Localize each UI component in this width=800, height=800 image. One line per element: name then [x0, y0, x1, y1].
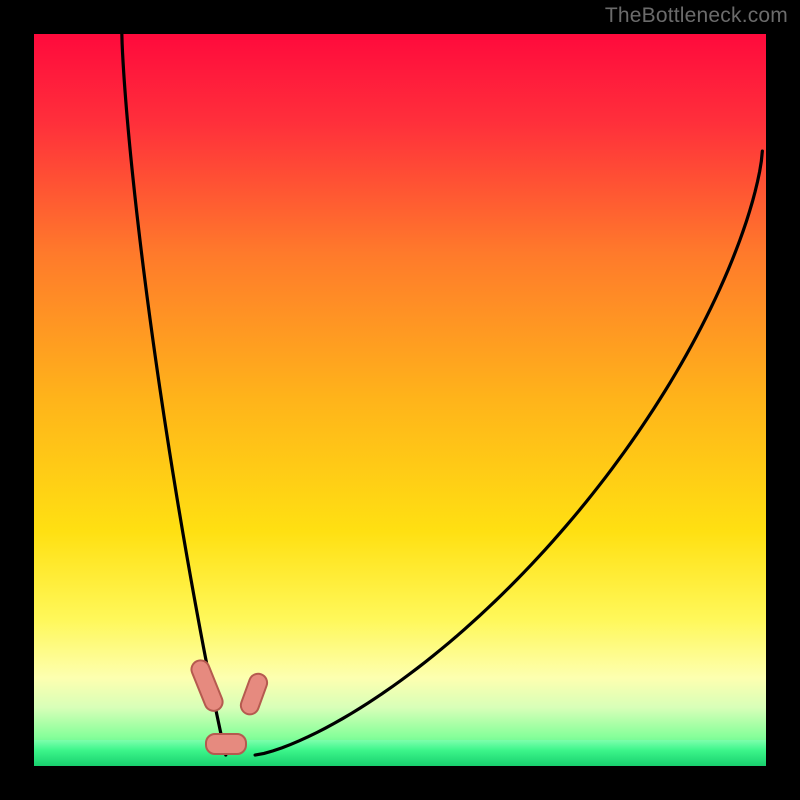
curve-overlay [34, 34, 766, 766]
curve-left [122, 34, 226, 755]
plot-area [34, 34, 766, 766]
watermark-text: TheBottleneck.com [605, 4, 788, 28]
curve-right [255, 151, 762, 755]
valley-marker [205, 733, 247, 755]
